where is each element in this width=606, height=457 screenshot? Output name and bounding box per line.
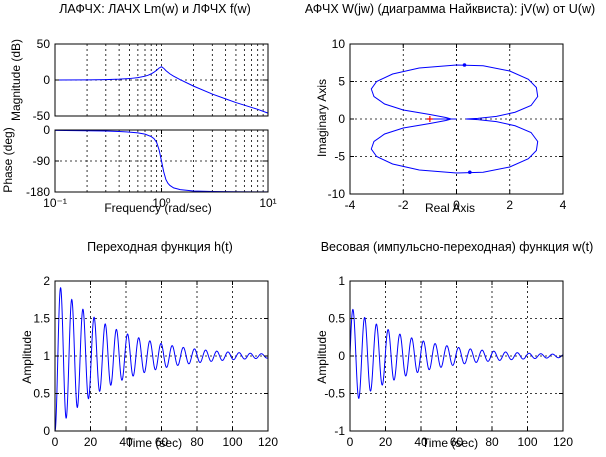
impulse-xlabel: Time (sec) (422, 436, 478, 450)
step-ytick-label: 1.5 (33, 312, 50, 326)
bode-xlabel: Frequency (rad/sec) (104, 201, 211, 215)
bode-mag-ytick-label: -50 (33, 109, 51, 123)
impulse-xtick-label: 0 (347, 435, 354, 449)
step-ytick-label: 1 (43, 349, 50, 363)
step-xtick-label: 60 (155, 435, 169, 449)
nyquist-direction-marker (462, 63, 467, 67)
impulse-xtick-label: 40 (414, 435, 428, 449)
nyquist-direction-marker (468, 170, 472, 175)
impulse-xtick-label: 20 (379, 435, 393, 449)
bode-phase-xtick-label: 10¹ (259, 196, 276, 210)
impulse-series-0-line (349, 308, 564, 399)
step-ytick-label: 0.5 (33, 387, 50, 401)
impulse-xtick-label: 60 (450, 435, 464, 449)
step-xtick-label: 80 (190, 435, 204, 449)
nyquist-critical-point-marker (426, 116, 433, 122)
impulse-ytick-label: 1 (338, 274, 345, 288)
bode-phase-ylabel: Phase (deg) (1, 127, 15, 192)
step-xlabel: Time (sec) (126, 436, 182, 450)
bode-phase-ytick-label: -90 (33, 154, 51, 168)
bode-mag-ytick-label: 0 (43, 73, 50, 87)
impulse-xtick-label: 100 (517, 435, 537, 449)
nyquist-xtick-label: -2 (398, 198, 409, 212)
nyquist-xtick-label: 0 (453, 198, 460, 212)
step-ylabel: Amplitude (20, 330, 34, 384)
step-series-0-line (54, 287, 269, 432)
step-xtick-label: 40 (119, 435, 133, 449)
bode-phase-series-0-line (54, 129, 269, 193)
bode-phase-ytick-label: -180 (26, 185, 50, 199)
step-title: Переходная функция h(t) (87, 240, 233, 254)
bode-phase-xtick-label: 10⁰ (152, 196, 170, 210)
nyquist-ytick-label: 5 (338, 75, 345, 89)
impulse-title: Весовая (импульсно-переходная) функция w… (321, 240, 594, 254)
impulse-ytick-label: 0.5 (328, 312, 345, 326)
impulse-ytick-label: 0 (338, 349, 345, 363)
nyquist-ylabel: Imaginary Axis (315, 79, 329, 157)
impulse-ytick-label: -0.5 (324, 387, 345, 401)
impulse-xtick-label: 120 (553, 435, 573, 449)
nyquist-series-0-line (370, 64, 539, 120)
step-xtick-label: 0 (52, 435, 59, 449)
bode-phase-xtick-label: 10⁻¹ (43, 196, 67, 210)
bode-phase-ytick-label: 0 (43, 123, 50, 137)
nyquist-ytick-label: 0 (338, 112, 345, 126)
step-xtick-label: 20 (84, 435, 98, 449)
bode-mag-series-0-line (54, 66, 269, 114)
bode-title: ЛАФЧХ: ЛАЧХ Lm(w) и ЛФЧХ f(w) (59, 2, 251, 16)
impulse-ylabel: Amplitude (315, 330, 329, 384)
bode-mag-ylabel: Magnitude (dB) (9, 39, 23, 121)
nyquist-ytick-label: -10 (328, 187, 346, 201)
nyquist-xtick-label: 4 (560, 198, 567, 212)
impulse-ytick-label: -1 (334, 424, 345, 438)
nyquist-xtick-label: 2 (506, 198, 513, 212)
step-ytick-label: 2 (43, 274, 50, 288)
step-xtick-label: 100 (222, 435, 242, 449)
nyquist-ytick-label: -5 (334, 150, 345, 164)
step-ytick-label: 0 (43, 424, 50, 438)
nyquist-ytick-label: 10 (332, 37, 346, 51)
nyquist-xlabel: Real Axis (425, 201, 475, 215)
nyquist-title: АФЧХ W(jw) (диаграмма Найквиста): jV(w) … (305, 2, 595, 16)
impulse-xtick-label: 80 (485, 435, 499, 449)
nyquist-series-1-line (370, 118, 539, 174)
nyquist-xtick-label: -4 (345, 198, 356, 212)
bode-mag-ytick-label: 50 (37, 37, 51, 51)
step-xtick-label: 120 (258, 435, 278, 449)
